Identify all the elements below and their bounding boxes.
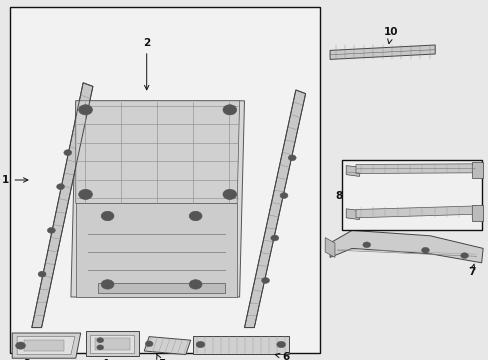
Circle shape xyxy=(189,211,202,221)
Circle shape xyxy=(270,235,278,241)
Polygon shape xyxy=(32,83,93,328)
Polygon shape xyxy=(329,45,434,59)
Circle shape xyxy=(101,211,114,221)
Polygon shape xyxy=(244,90,305,328)
Polygon shape xyxy=(193,336,288,354)
Circle shape xyxy=(223,105,236,115)
Polygon shape xyxy=(17,337,75,355)
Circle shape xyxy=(280,193,287,198)
Text: 3: 3 xyxy=(23,359,30,360)
Circle shape xyxy=(97,338,103,343)
Polygon shape xyxy=(329,230,482,263)
Circle shape xyxy=(38,271,46,277)
Circle shape xyxy=(47,228,55,233)
Polygon shape xyxy=(471,162,482,178)
Bar xyxy=(342,160,481,230)
Circle shape xyxy=(223,189,236,199)
Circle shape xyxy=(57,184,64,189)
Polygon shape xyxy=(346,209,360,220)
Circle shape xyxy=(101,280,114,289)
Circle shape xyxy=(79,189,92,199)
Circle shape xyxy=(145,341,153,347)
Polygon shape xyxy=(90,335,134,353)
Text: 2: 2 xyxy=(143,38,150,90)
Polygon shape xyxy=(98,283,224,293)
Polygon shape xyxy=(12,333,81,358)
Polygon shape xyxy=(76,203,237,297)
Polygon shape xyxy=(144,337,190,355)
Circle shape xyxy=(421,247,428,253)
Circle shape xyxy=(97,345,103,350)
Text: 4: 4 xyxy=(101,359,109,360)
Circle shape xyxy=(189,280,202,289)
Text: 9: 9 xyxy=(411,220,469,230)
Circle shape xyxy=(16,342,25,349)
Text: 1: 1 xyxy=(2,175,28,185)
Polygon shape xyxy=(325,238,334,257)
Polygon shape xyxy=(471,205,482,221)
Polygon shape xyxy=(355,206,476,218)
Text: 8: 8 xyxy=(335,181,348,201)
Text: 6: 6 xyxy=(275,352,289,360)
Polygon shape xyxy=(346,166,360,176)
Circle shape xyxy=(288,155,296,161)
Bar xyxy=(10,7,320,353)
Circle shape xyxy=(261,278,269,283)
Text: 10: 10 xyxy=(383,27,398,44)
Text: 7: 7 xyxy=(467,264,475,277)
Polygon shape xyxy=(85,331,139,356)
Circle shape xyxy=(64,150,72,156)
Text: 5: 5 xyxy=(156,354,164,360)
Circle shape xyxy=(196,341,204,348)
Polygon shape xyxy=(24,340,63,351)
Circle shape xyxy=(79,105,92,115)
Text: 9: 9 xyxy=(372,175,379,185)
Polygon shape xyxy=(76,101,239,203)
Polygon shape xyxy=(95,338,129,350)
Circle shape xyxy=(460,253,468,258)
Polygon shape xyxy=(71,101,244,297)
Circle shape xyxy=(362,242,370,248)
Polygon shape xyxy=(355,164,476,174)
Circle shape xyxy=(18,344,23,347)
Circle shape xyxy=(276,341,285,348)
